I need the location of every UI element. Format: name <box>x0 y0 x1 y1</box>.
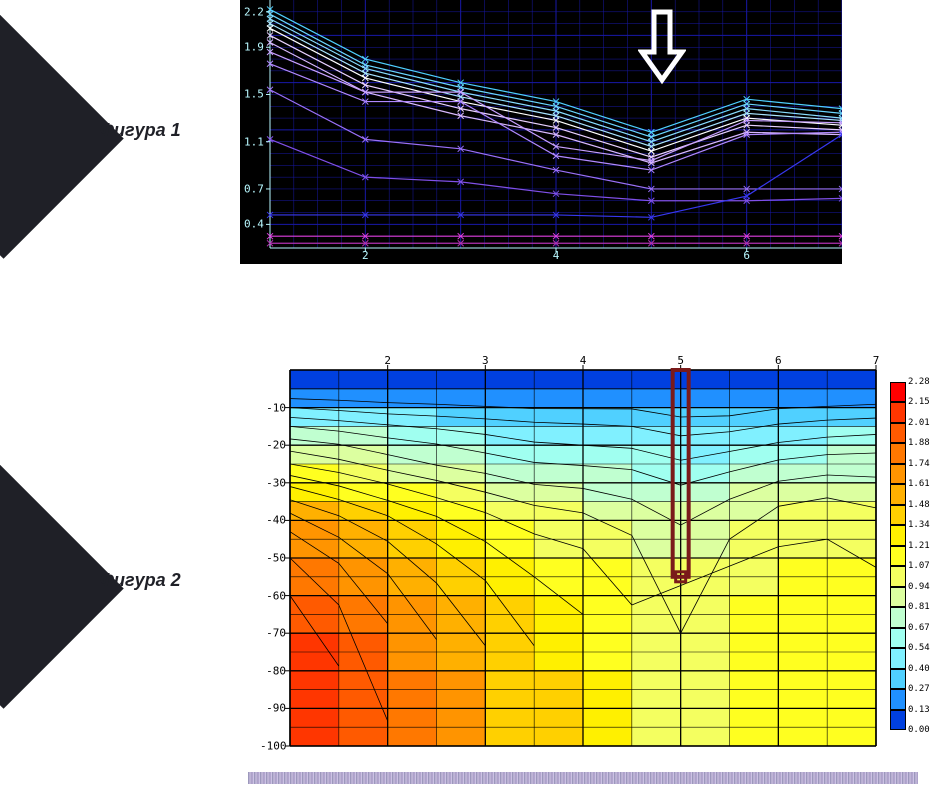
figure-2-heatmap: 234567-10-20-30-40-50-60-70-80-90-100 <box>260 354 920 748</box>
figure-2-label-block: Фигура 2 <box>0 500 210 670</box>
down-arrow-icon <box>638 8 686 91</box>
noise-strip <box>248 772 918 784</box>
colorbar: 2.282.152.011.881.741.611.481.341.211.07… <box>890 382 906 730</box>
figure-1-label: Фигура 1 <box>100 120 181 141</box>
figure-2-label: Фигура 2 <box>100 570 181 591</box>
figure-1-line-chart: 2.21.91.51.10.70.4246 <box>240 0 842 264</box>
figure-1-label-block: Фигура 1 <box>0 50 210 220</box>
